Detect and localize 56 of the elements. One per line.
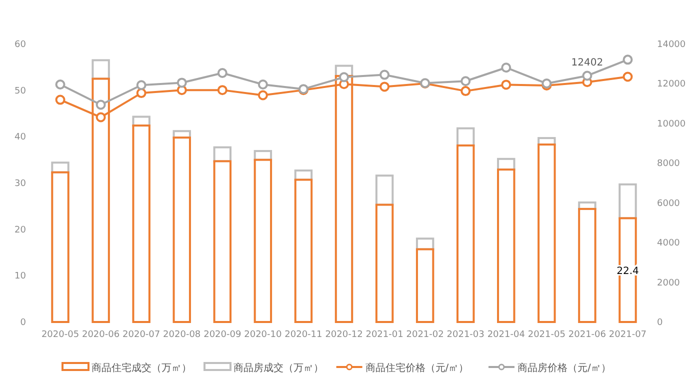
legend-label: 商品住宅价格（元/㎡） <box>365 362 469 374</box>
y2-tick-label: 2000 <box>657 278 680 288</box>
y2-tick-label: 12000 <box>657 80 686 90</box>
legend-label: 商品房成交（万㎡） <box>234 362 324 374</box>
point <box>460 76 471 86</box>
x-tick-label: 2021-07 <box>608 330 647 340</box>
y-tick-label: 30 <box>14 179 26 189</box>
y2-tick-label: 0 <box>657 318 663 328</box>
legend-label: 商品房价格（元/㎡） <box>518 362 611 374</box>
x-tick-label: 2021-03 <box>446 330 484 340</box>
point <box>622 72 633 82</box>
x-tick-label: 2021-04 <box>487 330 526 340</box>
point <box>96 100 106 110</box>
x-tick-label: 2020-10 <box>244 330 282 340</box>
x-tick-label: 2021-05 <box>528 330 566 340</box>
y2-tick-label: 10000 <box>657 119 686 130</box>
point <box>258 90 268 100</box>
y2-tick-label: 6000 <box>657 198 680 209</box>
point <box>55 94 66 105</box>
y2-tick-label: 8000 <box>657 159 680 170</box>
y2-tick-label: 14000 <box>657 40 686 50</box>
data-label: 12402 <box>571 58 604 69</box>
point <box>501 62 512 73</box>
x-tick-label: 2020-05 <box>41 330 80 340</box>
y-tick-label: 60 <box>14 40 26 50</box>
point <box>55 80 66 90</box>
x-tick-label: 2020-06 <box>82 330 120 340</box>
y2-tick-label: 4000 <box>657 238 680 249</box>
legend-label: 商品住宅成交（万㎡） <box>92 362 192 374</box>
point <box>217 68 228 78</box>
point <box>622 54 633 65</box>
x-tick-label: 2021-01 <box>366 330 404 340</box>
x-tick-label: 2021-06 <box>568 330 606 340</box>
point <box>258 80 268 90</box>
point <box>136 80 146 90</box>
x-tick-label: 2020-09 <box>204 330 242 340</box>
point <box>339 72 349 82</box>
x-tick-label: 2020-07 <box>122 330 160 340</box>
x-tick-label: 2020-12 <box>325 330 363 340</box>
y-tick-label: 50 <box>14 86 26 96</box>
x-tick-label: 2021-02 <box>406 330 444 340</box>
point <box>136 88 146 98</box>
y-tick-label: 20 <box>14 225 26 236</box>
x-tick-label: 2020-11 <box>284 330 322 340</box>
point <box>460 86 471 96</box>
y-tick-label: 40 <box>14 132 26 143</box>
point <box>176 78 187 88</box>
y-tick-label: 10 <box>14 272 26 282</box>
point <box>501 80 512 90</box>
point <box>380 70 390 80</box>
point <box>380 82 390 92</box>
point <box>582 70 592 81</box>
x-tick-label: 2020-08 <box>163 330 201 340</box>
point <box>96 112 106 122</box>
point <box>217 85 228 96</box>
y-tick-label: 0 <box>20 318 26 328</box>
